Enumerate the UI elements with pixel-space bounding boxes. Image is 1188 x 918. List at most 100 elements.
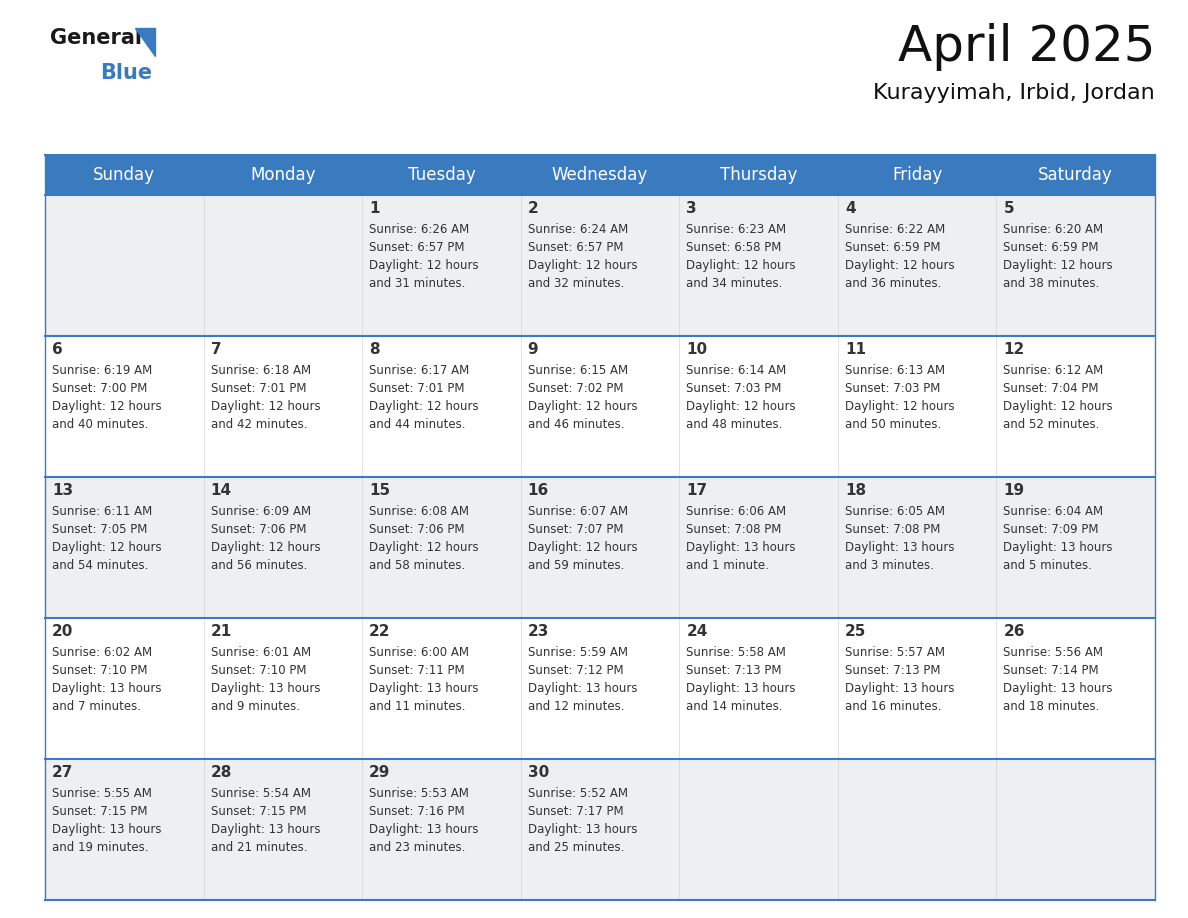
Text: Sunrise: 6:24 AM: Sunrise: 6:24 AM	[527, 223, 628, 236]
Text: Daylight: 13 hours: Daylight: 13 hours	[210, 682, 320, 695]
Text: Sunrise: 6:11 AM: Sunrise: 6:11 AM	[52, 505, 152, 518]
Text: 27: 27	[52, 765, 74, 780]
Text: and 52 minutes.: and 52 minutes.	[1004, 418, 1100, 431]
Text: 7: 7	[210, 342, 221, 357]
Text: Daylight: 13 hours: Daylight: 13 hours	[845, 682, 954, 695]
Text: Sunset: 7:13 PM: Sunset: 7:13 PM	[687, 664, 782, 677]
Text: 18: 18	[845, 483, 866, 498]
Text: Sunrise: 6:06 AM: Sunrise: 6:06 AM	[687, 505, 786, 518]
Text: and 19 minutes.: and 19 minutes.	[52, 841, 148, 854]
Text: Sunrise: 6:09 AM: Sunrise: 6:09 AM	[210, 505, 311, 518]
Text: Sunrise: 6:01 AM: Sunrise: 6:01 AM	[210, 646, 311, 659]
Text: Sunset: 6:57 PM: Sunset: 6:57 PM	[527, 241, 624, 254]
Text: 14: 14	[210, 483, 232, 498]
Text: Blue: Blue	[100, 63, 152, 83]
Text: 12: 12	[1004, 342, 1025, 357]
Text: Daylight: 13 hours: Daylight: 13 hours	[527, 682, 637, 695]
Text: Sunset: 7:06 PM: Sunset: 7:06 PM	[210, 523, 307, 536]
Text: Sunrise: 6:20 AM: Sunrise: 6:20 AM	[1004, 223, 1104, 236]
Text: Sunset: 7:08 PM: Sunset: 7:08 PM	[845, 523, 940, 536]
Bar	[45, 155, 1155, 195]
Text: and 44 minutes.: and 44 minutes.	[369, 418, 466, 431]
Text: Sunset: 7:11 PM: Sunset: 7:11 PM	[369, 664, 465, 677]
Text: and 50 minutes.: and 50 minutes.	[845, 418, 941, 431]
Text: Sunrise: 6:02 AM: Sunrise: 6:02 AM	[52, 646, 152, 659]
Text: Sunset: 7:02 PM: Sunset: 7:02 PM	[527, 382, 624, 395]
Bar	[45, 195, 1155, 336]
Text: Tuesday: Tuesday	[407, 166, 475, 184]
Text: and 38 minutes.: and 38 minutes.	[1004, 277, 1100, 290]
Text: Daylight: 12 hours: Daylight: 12 hours	[527, 259, 637, 272]
Text: 10: 10	[687, 342, 707, 357]
Text: Daylight: 13 hours: Daylight: 13 hours	[687, 682, 796, 695]
Text: and 3 minutes.: and 3 minutes.	[845, 559, 934, 572]
Text: and 14 minutes.: and 14 minutes.	[687, 700, 783, 713]
Text: Sunrise: 6:22 AM: Sunrise: 6:22 AM	[845, 223, 946, 236]
Text: Sunset: 7:05 PM: Sunset: 7:05 PM	[52, 523, 147, 536]
Text: Daylight: 13 hours: Daylight: 13 hours	[687, 541, 796, 554]
Text: 1: 1	[369, 201, 380, 216]
Text: Sunrise: 6:26 AM: Sunrise: 6:26 AM	[369, 223, 469, 236]
Text: Friday: Friday	[892, 166, 942, 184]
Text: Sunset: 7:08 PM: Sunset: 7:08 PM	[687, 523, 782, 536]
Text: Sunset: 7:15 PM: Sunset: 7:15 PM	[52, 805, 147, 818]
Text: Sunrise: 5:52 AM: Sunrise: 5:52 AM	[527, 787, 627, 800]
Text: Monday: Monday	[251, 166, 316, 184]
Text: and 40 minutes.: and 40 minutes.	[52, 418, 148, 431]
Text: Daylight: 12 hours: Daylight: 12 hours	[369, 259, 479, 272]
Text: 29: 29	[369, 765, 391, 780]
Text: 3: 3	[687, 201, 697, 216]
Text: Sunset: 7:14 PM: Sunset: 7:14 PM	[1004, 664, 1099, 677]
Text: 28: 28	[210, 765, 232, 780]
Text: Daylight: 13 hours: Daylight: 13 hours	[52, 823, 162, 836]
Text: Sunrise: 6:15 AM: Sunrise: 6:15 AM	[527, 364, 627, 377]
Text: Sunrise: 6:23 AM: Sunrise: 6:23 AM	[687, 223, 786, 236]
Text: Daylight: 12 hours: Daylight: 12 hours	[1004, 259, 1113, 272]
Text: and 7 minutes.: and 7 minutes.	[52, 700, 141, 713]
Text: Sunrise: 6:12 AM: Sunrise: 6:12 AM	[1004, 364, 1104, 377]
Text: Sunset: 7:07 PM: Sunset: 7:07 PM	[527, 523, 624, 536]
Text: and 46 minutes.: and 46 minutes.	[527, 418, 624, 431]
Text: Sunset: 7:10 PM: Sunset: 7:10 PM	[210, 664, 307, 677]
Text: Daylight: 13 hours: Daylight: 13 hours	[845, 541, 954, 554]
Text: Sunset: 7:12 PM: Sunset: 7:12 PM	[527, 664, 624, 677]
Text: and 42 minutes.: and 42 minutes.	[210, 418, 307, 431]
Text: 2: 2	[527, 201, 538, 216]
Text: Daylight: 13 hours: Daylight: 13 hours	[210, 823, 320, 836]
Text: and 1 minute.: and 1 minute.	[687, 559, 769, 572]
Text: Sunset: 6:57 PM: Sunset: 6:57 PM	[369, 241, 465, 254]
Text: and 12 minutes.: and 12 minutes.	[527, 700, 624, 713]
Text: Sunrise: 5:53 AM: Sunrise: 5:53 AM	[369, 787, 469, 800]
Text: Daylight: 13 hours: Daylight: 13 hours	[1004, 682, 1113, 695]
Text: Sunset: 7:10 PM: Sunset: 7:10 PM	[52, 664, 147, 677]
Text: and 25 minutes.: and 25 minutes.	[527, 841, 624, 854]
Text: 24: 24	[687, 624, 708, 639]
Text: Daylight: 13 hours: Daylight: 13 hours	[52, 682, 162, 695]
Text: General: General	[50, 28, 143, 48]
Text: Sunrise: 5:57 AM: Sunrise: 5:57 AM	[845, 646, 944, 659]
Text: Daylight: 12 hours: Daylight: 12 hours	[52, 541, 162, 554]
Text: Sunrise: 6:08 AM: Sunrise: 6:08 AM	[369, 505, 469, 518]
Text: and 9 minutes.: and 9 minutes.	[210, 700, 299, 713]
Text: Sunrise: 5:54 AM: Sunrise: 5:54 AM	[210, 787, 310, 800]
Text: and 48 minutes.: and 48 minutes.	[687, 418, 783, 431]
Text: 15: 15	[369, 483, 391, 498]
Text: Sunrise: 6:14 AM: Sunrise: 6:14 AM	[687, 364, 786, 377]
Text: Sunrise: 5:55 AM: Sunrise: 5:55 AM	[52, 787, 152, 800]
Text: 25: 25	[845, 624, 866, 639]
Bar	[45, 477, 1155, 618]
Text: and 34 minutes.: and 34 minutes.	[687, 277, 783, 290]
Text: Sunrise: 6:07 AM: Sunrise: 6:07 AM	[527, 505, 627, 518]
Text: Saturday: Saturday	[1038, 166, 1113, 184]
Text: April 2025: April 2025	[897, 23, 1155, 71]
Text: Sunset: 7:16 PM: Sunset: 7:16 PM	[369, 805, 465, 818]
Text: Daylight: 12 hours: Daylight: 12 hours	[845, 259, 954, 272]
Text: and 59 minutes.: and 59 minutes.	[527, 559, 624, 572]
Text: Daylight: 12 hours: Daylight: 12 hours	[1004, 400, 1113, 413]
Text: Sunset: 7:03 PM: Sunset: 7:03 PM	[845, 382, 940, 395]
Text: and 16 minutes.: and 16 minutes.	[845, 700, 941, 713]
Text: Sunrise: 6:17 AM: Sunrise: 6:17 AM	[369, 364, 469, 377]
Text: and 21 minutes.: and 21 minutes.	[210, 841, 307, 854]
Text: Sunrise: 6:19 AM: Sunrise: 6:19 AM	[52, 364, 152, 377]
Text: Daylight: 13 hours: Daylight: 13 hours	[1004, 541, 1113, 554]
